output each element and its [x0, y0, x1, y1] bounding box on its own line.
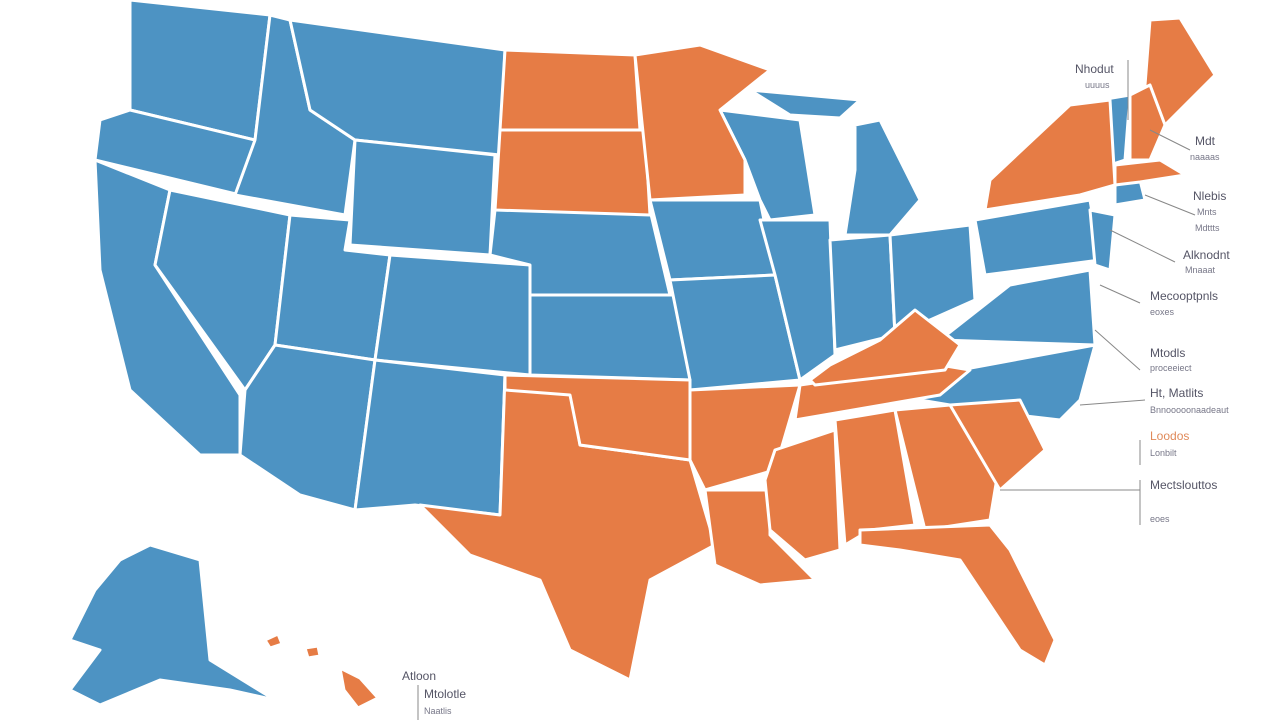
state [948, 398, 1047, 492]
state [238, 343, 377, 512]
state [373, 253, 532, 377]
state [263, 632, 284, 650]
callout-text: proceeiect [1150, 363, 1192, 373]
state [808, 308, 962, 387]
state [668, 273, 802, 392]
state [648, 198, 777, 282]
callout-text: Naatlis [424, 706, 452, 716]
leader-line [1094, 329, 1141, 371]
callout-text: Bnnooooonaadeaut [1150, 405, 1229, 415]
state [503, 373, 692, 462]
leader-line [1109, 229, 1176, 263]
callout-text: Mnaaat [1185, 265, 1216, 275]
leader-lines [417, 60, 1196, 720]
callout-title: Nlebis [1193, 189, 1226, 203]
callout-text: naaaas [1190, 152, 1220, 162]
callout-text: Mtolotle [424, 687, 466, 701]
callout-text: eoxes [1150, 307, 1175, 317]
state [758, 218, 837, 382]
callouts: Nhodut uuuus Mdt naaaas Nlebis Mnts Mdtt… [402, 62, 1230, 716]
state [338, 666, 380, 710]
state [973, 198, 1102, 277]
leader-line [1149, 129, 1191, 151]
callout-title: Nhodut [1075, 62, 1114, 76]
callout-title: Alknodnt [1183, 248, 1230, 262]
leader-line [1144, 194, 1196, 216]
state [888, 223, 977, 337]
callout-title: Mectslouttos [1150, 478, 1217, 492]
callout-text: Lonbilt [1150, 448, 1177, 458]
state [303, 644, 322, 660]
leader-line [1079, 399, 1146, 406]
state [353, 358, 507, 517]
callout-title: Mdt [1195, 134, 1216, 148]
callout-title: Ht, Matlits [1150, 386, 1203, 400]
state [858, 523, 1057, 667]
callout-text: uuuus [1085, 80, 1110, 90]
state [938, 268, 1097, 347]
state [983, 98, 1117, 212]
state [828, 233, 897, 352]
state [1113, 158, 1187, 187]
state [1088, 208, 1117, 272]
state [1143, 16, 1217, 127]
state [348, 138, 497, 257]
states [68, 0, 1217, 710]
state [498, 48, 642, 132]
state [68, 543, 277, 707]
leader-line [1099, 284, 1141, 304]
callout-title: Atloon [402, 669, 436, 683]
state [748, 88, 862, 120]
callout-title: Mtodls [1150, 346, 1185, 360]
callout-text: Mdttts [1195, 223, 1220, 233]
callout-text: eoes [1150, 514, 1170, 524]
state [528, 293, 692, 382]
callout-title: Loodos [1150, 429, 1189, 443]
state [843, 118, 922, 237]
state [1128, 83, 1167, 162]
state [493, 128, 652, 217]
state [93, 108, 257, 197]
state [633, 43, 772, 202]
callout-title: Mecooptpnls [1150, 289, 1218, 303]
callout-text: Mnts [1197, 207, 1217, 217]
